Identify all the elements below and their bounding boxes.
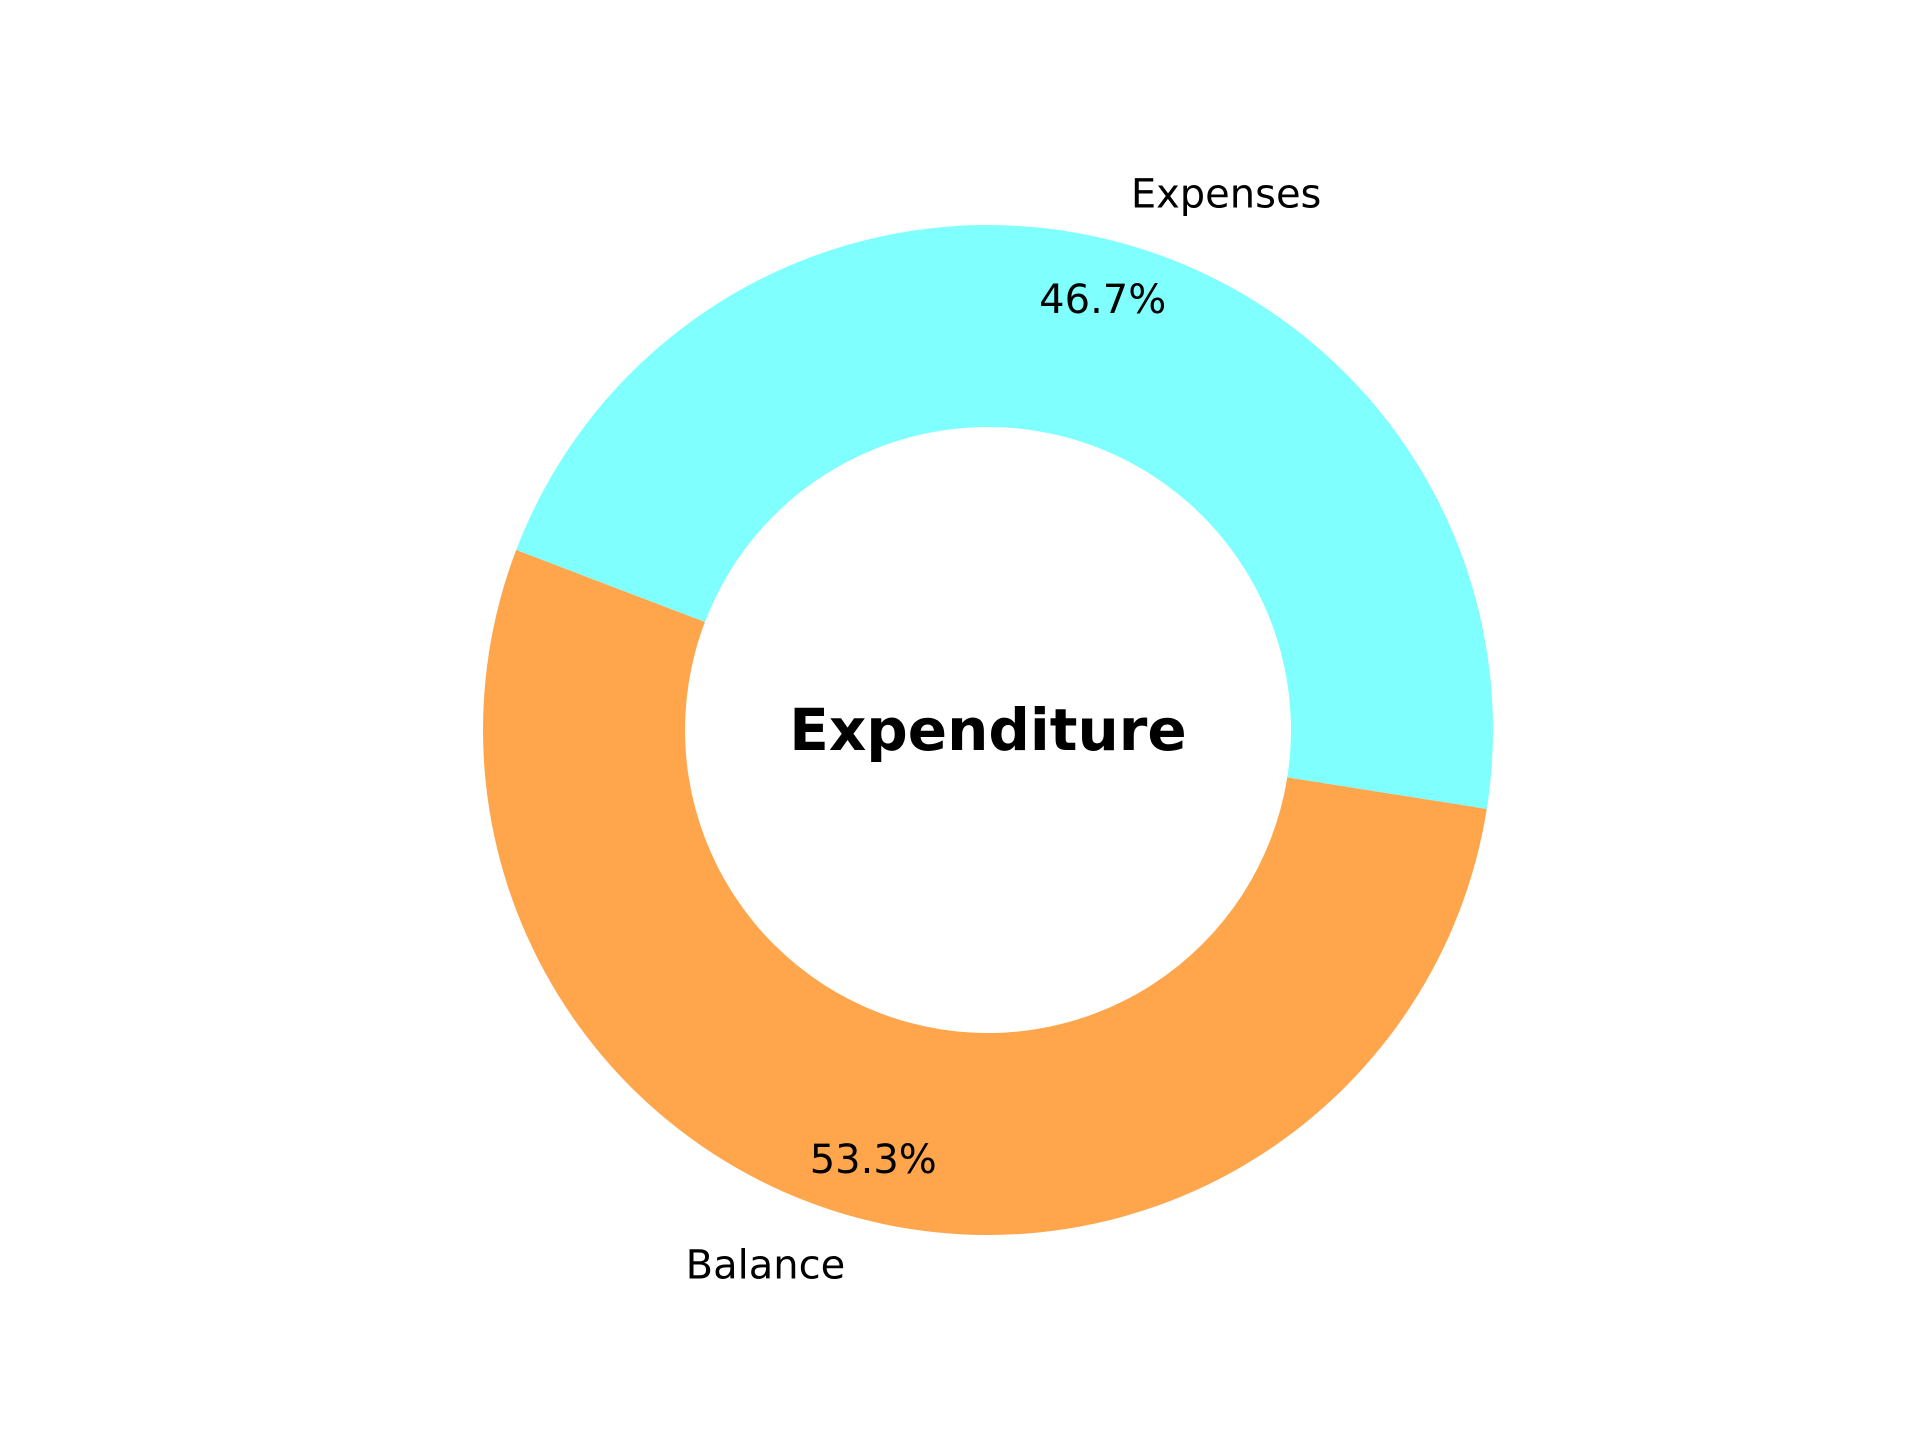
slice-label-expenses: Expenses (1131, 172, 1322, 218)
slice-balance (482, 550, 1487, 1236)
labels-layer: Expenses 46.7% Balance 53.3% (686, 172, 1322, 1289)
slice-percent-expenses: 46.7% (1039, 277, 1166, 323)
slice-percent-balance: 53.3% (810, 1137, 937, 1183)
slice-label-balance: Balance (686, 1242, 846, 1288)
slices-layer (482, 225, 1493, 1236)
slice-expenses (516, 225, 1493, 809)
center-title: Expenditure (789, 696, 1187, 764)
